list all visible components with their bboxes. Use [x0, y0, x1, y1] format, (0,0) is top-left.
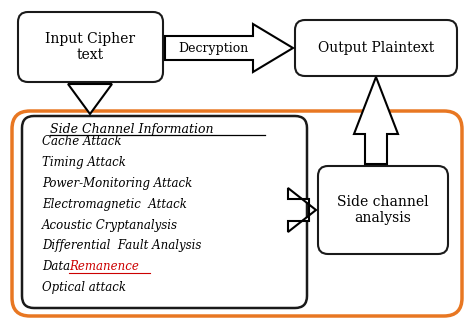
Text: Timing Attack: Timing Attack [42, 156, 126, 168]
FancyBboxPatch shape [295, 20, 457, 76]
Text: Optical attack: Optical attack [42, 282, 126, 295]
Text: Remanence: Remanence [69, 261, 139, 274]
FancyBboxPatch shape [318, 166, 448, 254]
FancyBboxPatch shape [22, 116, 307, 308]
Text: Input Cipher
text: Input Cipher text [45, 32, 135, 62]
Text: Electromagnetic  Attack: Electromagnetic Attack [42, 197, 187, 210]
Text: Side channel
analysis: Side channel analysis [337, 195, 429, 225]
Polygon shape [288, 188, 316, 232]
Text: Decryption: Decryption [178, 41, 248, 54]
Polygon shape [354, 77, 398, 164]
Text: Cache Attack: Cache Attack [42, 135, 121, 148]
Polygon shape [165, 24, 293, 72]
FancyBboxPatch shape [18, 12, 163, 82]
Text: Side Channel Information: Side Channel Information [50, 123, 213, 136]
Text: Acoustic Cryptanalysis: Acoustic Cryptanalysis [42, 218, 178, 231]
Text: Data: Data [42, 261, 74, 274]
Text: Power-Monitoring Attack: Power-Monitoring Attack [42, 176, 192, 189]
FancyBboxPatch shape [12, 111, 462, 316]
Polygon shape [68, 84, 112, 114]
Text: Output Plaintext: Output Plaintext [318, 41, 434, 55]
Text: Differential  Fault Analysis: Differential Fault Analysis [42, 239, 201, 253]
